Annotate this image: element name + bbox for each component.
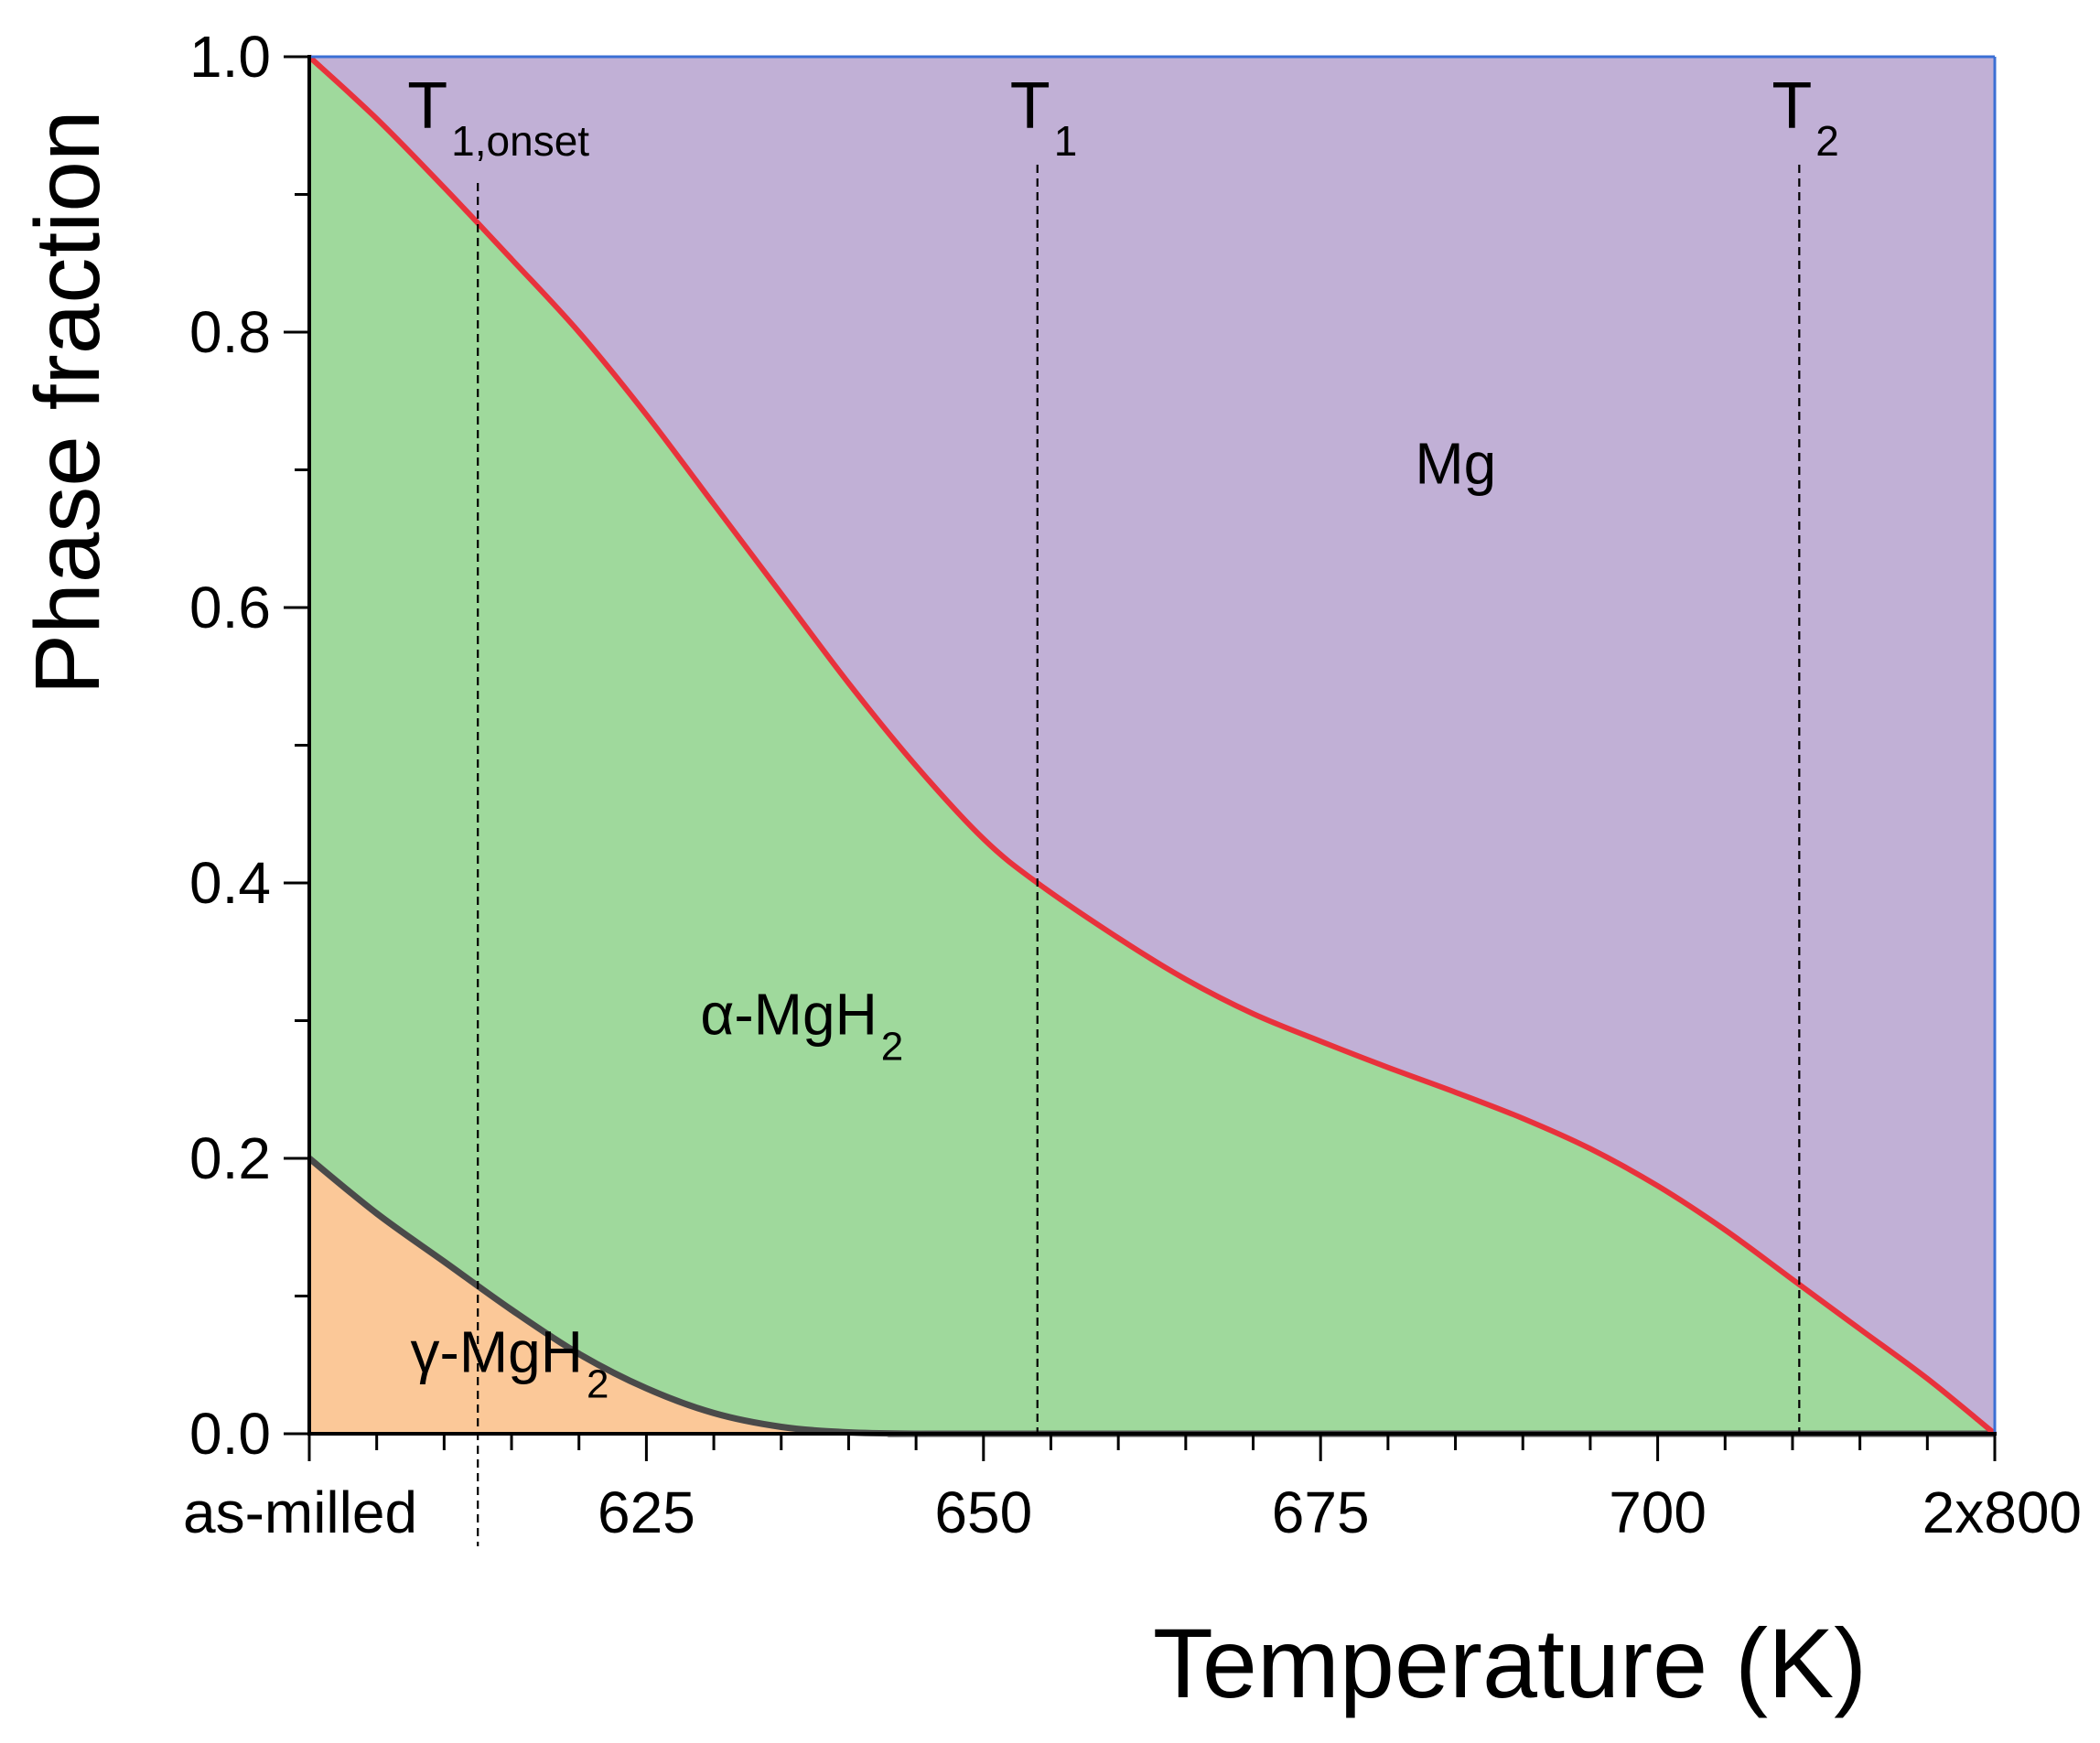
vline-label: T1 [1010,70,1078,165]
mg-boundary-line [307,54,1997,1436]
x-tick-label: as-milled [183,1479,417,1545]
y-tick-label: 1.0 [189,24,271,90]
x-tick-label: 625 [598,1479,695,1545]
marker-lines: T1,onset T1 T2 [407,70,1839,1546]
Mg-label: Mg [1415,431,1496,497]
alpha-MgH2-label: α-MgH2 [700,982,903,1070]
y-tick-label: 0.2 [189,1125,271,1191]
x-axis-title: Temperature (K) [1153,1608,1867,1718]
gamma-MgH2-label: γ-MgH2 [411,1318,609,1406]
y-tick-label: 0.0 [189,1401,271,1467]
y-tick-label: 0.8 [189,299,271,365]
y-tick-label: 0.4 [189,850,271,916]
x-tick-label: 675 [1272,1479,1370,1545]
y-tick-label: 0.6 [189,575,271,640]
x-tick-label: 650 [934,1479,1032,1545]
x-tick-label: 700 [1609,1479,1707,1545]
y-axis-title: Phase fraction [16,110,119,694]
x-tick-label: 2x800 [1922,1479,2082,1545]
plot-frame [309,55,1997,1434]
vline-label: T2 [1772,70,1839,165]
area-fills [309,57,1995,1435]
alpha-mgh2-region-fill [309,57,1995,1434]
axes: as-milled 625 650 675 700 2x800 0.0 0.2 0.4 0.6 0.… [183,24,2082,1545]
region-labels: Mg α-MgH2 γ-MgH2 [411,431,1497,1407]
vline-label: T1,onset [407,70,589,165]
